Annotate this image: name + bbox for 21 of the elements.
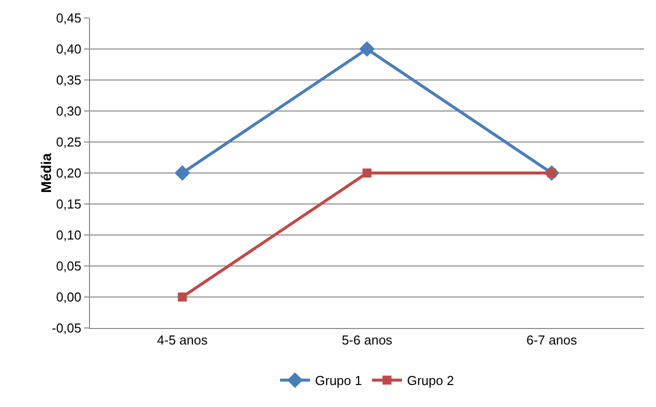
y-tick-label: 0,10 [56, 228, 82, 243]
legend-label: Grupo 2 [406, 373, 454, 388]
point [362, 168, 372, 178]
x-tick-label: 6-7 anos [526, 332, 578, 348]
y-axis-title: Média [38, 152, 54, 193]
legend-label: Grupo 1 [315, 373, 362, 388]
y-tick-label: 0,35 [56, 72, 82, 88]
y-tick-label: 0,20 [56, 166, 82, 181]
x-tick-label: 4-5 anos [157, 332, 208, 348]
y-tick-label: 0,00 [56, 290, 82, 305]
y-tick-label: 0,05 [56, 258, 82, 274]
y-tick-label: 0,25 [56, 134, 82, 150]
y-tick-label: 0,15 [56, 196, 82, 212]
point [178, 292, 187, 302]
point [174, 165, 190, 181]
y-tick-label: 0,45 [56, 10, 82, 26]
y-tick-label: -0,05 [52, 320, 82, 336]
y-tick-label: 0,30 [56, 104, 82, 119]
point [359, 41, 375, 57]
x-tick-label: 5-6 anos [342, 332, 393, 348]
y-tick-label: 0,40 [56, 42, 82, 57]
